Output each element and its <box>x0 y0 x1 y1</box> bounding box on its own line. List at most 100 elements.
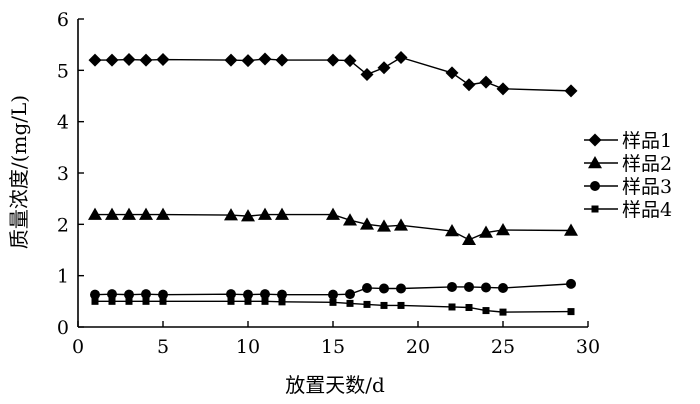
legend-item-4: 样品4 <box>584 199 672 221</box>
y-tick-label: 3 <box>57 163 69 185</box>
legend-item-2: 样品2 <box>584 153 672 175</box>
series-3-point <box>566 278 576 289</box>
series-4-point <box>567 308 575 316</box>
series-4-point <box>142 297 150 305</box>
series-2-point <box>224 208 238 221</box>
y-tick-label: 0 <box>57 317 69 339</box>
y-tick-label: 1 <box>57 266 69 288</box>
x-tick-label: 5 <box>157 336 169 358</box>
series-4-point <box>125 297 133 305</box>
series-1-point <box>377 61 391 75</box>
series-3-point <box>158 289 168 300</box>
series-2-point <box>564 223 578 236</box>
legend-item-3: 样品3 <box>584 176 672 198</box>
series-3-point <box>345 289 355 300</box>
series-layer <box>88 51 578 316</box>
series-2-point <box>377 219 391 232</box>
series-1 <box>88 51 578 98</box>
series-3-point <box>90 289 100 300</box>
legend-marker <box>588 133 602 147</box>
x-tick-label: 15 <box>321 336 345 358</box>
series-4-point <box>108 297 116 305</box>
series-2-point <box>479 225 493 238</box>
series-1-point <box>564 84 578 98</box>
y-tick-label: 2 <box>57 214 69 236</box>
series-1-point <box>139 53 153 67</box>
series-3 <box>90 278 576 300</box>
series-1-point <box>156 53 170 67</box>
series-3-point <box>396 283 406 294</box>
series-2-point <box>360 217 374 230</box>
series-2-point <box>88 207 102 220</box>
series-2-point <box>139 207 153 220</box>
series-3-point <box>362 282 372 293</box>
series-4-point <box>397 301 405 309</box>
series-1-point <box>105 53 119 67</box>
series-3-point <box>107 289 117 300</box>
series-3-point <box>498 282 508 293</box>
series-1-point <box>275 53 289 67</box>
series-3-point <box>277 289 287 300</box>
x-tick-label: 30 <box>576 336 600 358</box>
series-1-point <box>326 53 340 67</box>
series-1-point <box>462 78 476 92</box>
series-2-point <box>462 232 476 245</box>
series-3-point <box>260 289 270 300</box>
series-4-point <box>227 297 235 305</box>
series-1-point <box>88 53 102 67</box>
series-1-point <box>224 53 238 67</box>
legend-label: 样品3 <box>622 176 672 198</box>
series-4-point <box>346 299 354 307</box>
y-tick-label: 4 <box>57 112 69 134</box>
series-4-point <box>363 300 371 308</box>
legend-label: 样品4 <box>622 199 672 221</box>
series-3-point <box>328 289 338 300</box>
series-2-point <box>156 207 170 220</box>
legend-marker <box>588 156 602 169</box>
series-4-point <box>244 297 252 305</box>
series-1-point <box>258 52 272 66</box>
x-axis-ticks: 0 5 10 15 20 25 30 <box>72 321 600 358</box>
series-4-point <box>261 297 269 305</box>
series-2-point <box>105 207 119 220</box>
series-3-point <box>464 281 474 292</box>
series-3-point <box>243 289 253 300</box>
series-2 <box>88 207 578 245</box>
x-axis-title: 放置天数/d <box>285 373 385 397</box>
series-1-point <box>496 82 510 96</box>
series-4-point <box>91 297 99 305</box>
series-4-point <box>329 298 337 306</box>
series-2-point <box>258 207 272 220</box>
series-2-point <box>241 209 255 222</box>
series-1-point <box>360 67 374 81</box>
y-axis-title: 质量浓度/(mg/L) <box>7 95 31 249</box>
series-4-point <box>482 307 490 315</box>
series-2-point <box>275 207 289 220</box>
y-tick-label: 6 <box>57 9 69 31</box>
series-4-point <box>159 297 167 305</box>
series-1-point <box>394 51 408 64</box>
series-1-point <box>241 54 255 68</box>
series-1-point <box>122 53 136 67</box>
series-2-point <box>496 222 510 236</box>
x-tick-label: 20 <box>406 336 430 358</box>
series-3-point <box>226 289 236 300</box>
y-tick-label: 5 <box>57 60 69 82</box>
series-4-point <box>278 298 286 306</box>
series-2-point <box>445 224 459 237</box>
legend-label: 样品2 <box>622 153 672 175</box>
series-2-point <box>326 207 340 220</box>
series-3-point <box>141 289 151 300</box>
series-3-point <box>379 283 389 294</box>
plot-area: 0 5 10 15 20 25 30 0 1 2 3 4 5 6 <box>57 9 600 358</box>
series-4-point <box>465 303 473 311</box>
series-3-point <box>124 289 134 300</box>
series-1-point <box>343 54 357 68</box>
legend-marker <box>591 205 599 213</box>
series-4-point <box>499 308 507 316</box>
series-2-point <box>394 218 408 231</box>
series-4 <box>91 297 575 316</box>
x-tick-label: 0 <box>72 336 84 358</box>
